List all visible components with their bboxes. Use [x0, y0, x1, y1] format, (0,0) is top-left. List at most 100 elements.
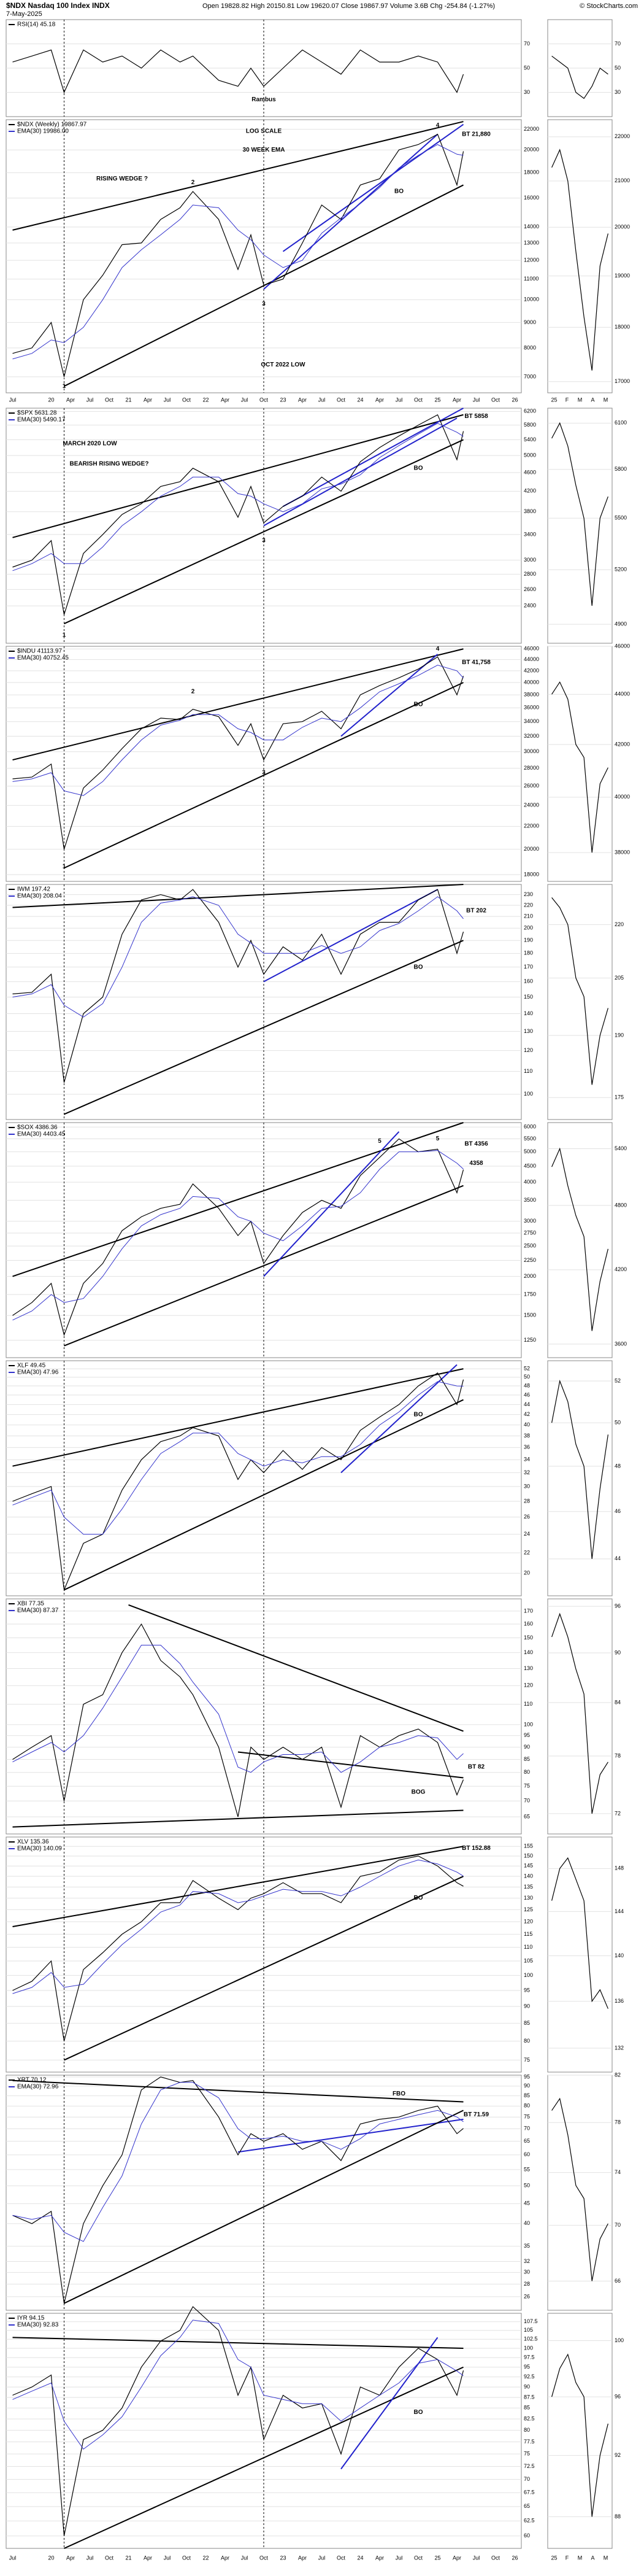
x-tick-label: Oct — [259, 2555, 269, 2561]
daily-y-tick-label: 72 — [615, 1810, 621, 1816]
y-tick-label: 75 — [524, 2114, 530, 2120]
annotation: BO — [414, 964, 423, 970]
x-tick-label: Oct — [337, 396, 346, 403]
daily-x-label: M — [604, 396, 608, 403]
legend-label: EMA(30) 4403.45 — [17, 1131, 66, 1138]
legend-label: EMA(30) 47.96 — [17, 1369, 59, 1376]
y-tick-label: 145 — [524, 1863, 533, 1869]
y-tick-label: 70 — [524, 1798, 530, 1804]
daily-y-tick-label: 70 — [615, 41, 621, 47]
y-tick-label: 2800 — [524, 571, 536, 577]
daily-x-label: 25 — [551, 396, 557, 403]
annotation: 4 — [436, 646, 440, 652]
y-tick-label: 30 — [524, 1483, 530, 1489]
series-line — [12, 1150, 464, 1321]
daily-y-tick-label: 52 — [615, 1377, 621, 1383]
y-tick-label: 85 — [524, 1756, 530, 1762]
legend-label: $SOX 4386.36 — [17, 1124, 58, 1131]
trendline — [12, 884, 464, 908]
y-tick-label: 32 — [524, 2258, 530, 2264]
y-tick-label: 32 — [524, 1469, 530, 1476]
series-line — [12, 896, 464, 1018]
daily-y-tick-label: 148 — [615, 1865, 624, 1871]
x-tick-label: Jul — [318, 2555, 326, 2561]
y-tick-label: 35 — [524, 2243, 530, 2249]
y-tick-label: 200 — [524, 925, 533, 931]
y-tick-label: 190 — [524, 937, 533, 943]
x-tick-label: 20 — [48, 2555, 54, 2561]
x-tick-label: Jul — [396, 2555, 403, 2561]
daily-y-tick-label: 20000 — [615, 224, 630, 230]
daily-y-tick-label: 6100 — [615, 420, 627, 426]
legend-label: IWM 197.42 — [17, 886, 50, 893]
y-tick-label: 16000 — [524, 195, 539, 201]
trendline — [237, 2118, 464, 2153]
y-tick-label: 30 — [524, 89, 530, 95]
x-tick-label: Jul — [9, 2555, 17, 2561]
y-tick-label: 3000 — [524, 1218, 536, 1224]
y-tick-label: 100 — [524, 1721, 533, 1727]
y-tick-label: 87.5 — [524, 2394, 535, 2400]
y-tick-label: 85 — [524, 2092, 530, 2098]
y-tick-label: 1500 — [524, 1312, 536, 1318]
y-tick-label: 150 — [524, 1852, 533, 1859]
annotation: FBO — [393, 2091, 405, 2097]
legend-label: EMA(30) 92.83 — [17, 2322, 59, 2329]
annotation: 4 — [436, 122, 440, 129]
x-tick-label: 21 — [125, 2555, 131, 2561]
x-tick-label: Oct — [414, 396, 423, 403]
daily-y-tick-label: 90 — [615, 1649, 621, 1655]
y-tick-label: 90 — [524, 2383, 530, 2389]
legend-label: XLF 49.45 — [17, 1363, 46, 1369]
trendline — [12, 1846, 464, 1928]
x-tick-label: Apr — [66, 2555, 75, 2561]
annotation: 1 — [63, 632, 66, 639]
daily-y-tick-label: 96 — [615, 2393, 621, 2399]
x-tick-label: Oct — [105, 396, 114, 403]
y-tick-label: 44000 — [524, 656, 539, 662]
daily-x-label: A — [591, 2555, 594, 2561]
legend-label: $SPX 5631.28 — [17, 410, 57, 417]
series-line — [12, 1372, 464, 1592]
y-tick-label: 100 — [524, 1972, 533, 1978]
y-tick-label: 2000 — [524, 1273, 536, 1279]
x-tick-label: 25 — [434, 396, 440, 403]
y-tick-label: 100 — [524, 1091, 533, 1097]
x-tick-label: Apr — [375, 396, 384, 403]
trendline — [263, 889, 438, 983]
y-tick-label: 2600 — [524, 586, 536, 592]
daily-x-label: M — [578, 396, 583, 403]
annotation: BT 5858 — [464, 413, 488, 420]
trendline — [263, 417, 458, 527]
x-tick-label: 25 — [434, 2555, 440, 2561]
series-line — [12, 656, 464, 849]
trendline — [12, 2337, 464, 2350]
legend-label: RSI(14) 45.18 — [17, 21, 56, 28]
daily-line — [551, 2353, 608, 2517]
y-tick-label: 125 — [524, 1906, 533, 1913]
daily-frame — [547, 2313, 613, 2549]
daily-frame — [547, 1360, 613, 1596]
x-tick-label: Apr — [66, 396, 75, 403]
y-tick-label: 115 — [524, 1931, 532, 1937]
y-tick-label: 55 — [524, 2166, 530, 2172]
y-tick-label: 4000 — [524, 1178, 536, 1185]
daily-y-tick-label: 18000 — [615, 324, 630, 330]
trendline — [12, 121, 464, 231]
x-tick-label: Apr — [144, 2555, 152, 2561]
x-tick-label: Jul — [164, 396, 171, 403]
annotation: BT 202 — [466, 908, 486, 915]
annotation: BEARISH RISING WEDGE? — [70, 460, 149, 467]
trendline — [12, 1809, 464, 1828]
y-tick-label: 34 — [524, 1456, 530, 1463]
x-tick-label: Jul — [86, 396, 94, 403]
y-tick-label: 38000 — [524, 691, 539, 697]
annotation: 1 — [63, 383, 66, 390]
y-tick-label: 24000 — [524, 802, 539, 808]
x-tick-label: 22 — [202, 2555, 209, 2561]
x-tick-label: Jul — [164, 2555, 171, 2561]
x-tick-label: 24 — [357, 396, 363, 403]
annotation: MARCH 2020 LOW — [63, 440, 117, 447]
x-tick-label: Apr — [298, 2555, 307, 2561]
y-tick-label: 5000 — [524, 452, 536, 458]
